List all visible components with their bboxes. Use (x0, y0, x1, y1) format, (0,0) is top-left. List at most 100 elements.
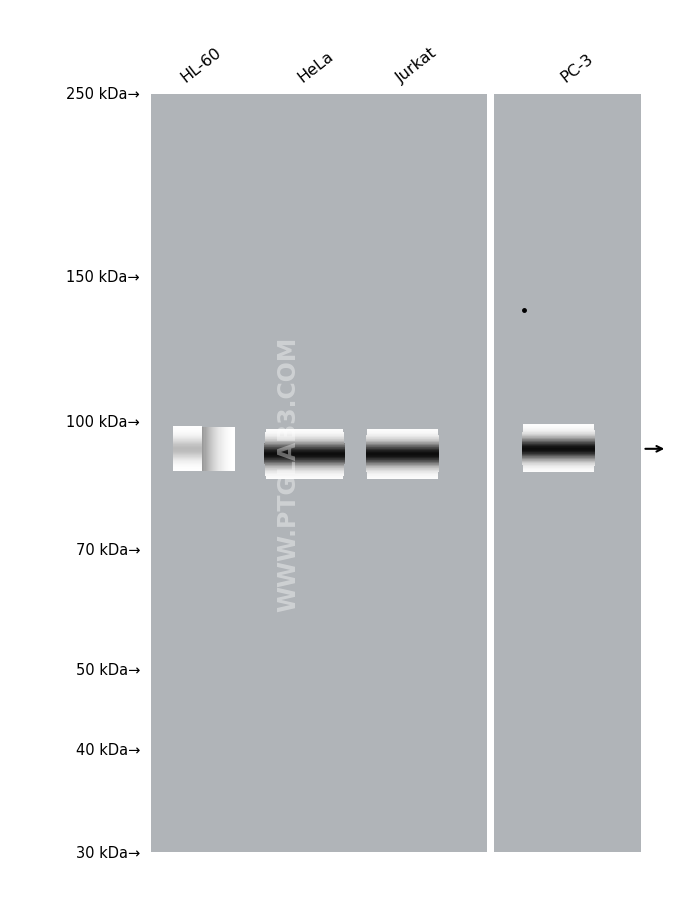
Bar (522, 442, 595, 444)
Bar (366, 451, 439, 453)
Bar (367, 477, 438, 479)
Bar (522, 437, 595, 438)
Bar (226, 428, 228, 471)
Bar (173, 446, 202, 447)
Bar (522, 436, 595, 437)
Bar (522, 463, 595, 464)
Bar (367, 476, 438, 478)
Bar (174, 469, 202, 470)
Text: HeLa: HeLa (295, 49, 337, 86)
Bar (174, 427, 202, 428)
Text: 40 kDa→: 40 kDa→ (76, 742, 140, 757)
Bar (265, 438, 344, 440)
Bar (265, 458, 344, 459)
Bar (523, 467, 594, 469)
Bar (173, 439, 202, 441)
Bar (522, 433, 595, 434)
Bar (522, 445, 595, 446)
Bar (367, 435, 438, 437)
Bar (174, 465, 202, 467)
Bar (150, 95, 486, 852)
Bar (366, 439, 439, 440)
Bar (222, 428, 223, 471)
Bar (367, 430, 438, 432)
Bar (223, 428, 225, 471)
Text: 50 kDa→: 50 kDa→ (76, 662, 140, 677)
Bar (522, 434, 595, 436)
Bar (366, 457, 439, 459)
Bar (265, 463, 344, 464)
Bar (229, 428, 231, 471)
Bar (366, 445, 439, 446)
Bar (174, 429, 202, 430)
Bar (173, 449, 202, 451)
Bar (173, 453, 202, 455)
Bar (366, 437, 439, 439)
Bar (522, 457, 595, 459)
Bar (173, 457, 202, 458)
Bar (522, 461, 595, 463)
Bar (204, 428, 206, 471)
Bar (366, 465, 439, 466)
Bar (366, 460, 439, 462)
Bar (366, 468, 439, 469)
Bar (265, 465, 344, 466)
Bar (173, 439, 202, 440)
Bar (522, 448, 595, 450)
Bar (265, 433, 344, 434)
Bar (173, 438, 202, 440)
Bar (522, 437, 595, 439)
Bar (173, 459, 202, 460)
Bar (523, 468, 594, 469)
Bar (366, 465, 439, 467)
Bar (218, 428, 220, 471)
Bar (265, 448, 344, 450)
Bar (367, 475, 438, 477)
Bar (174, 469, 202, 471)
Bar (233, 428, 235, 471)
Bar (231, 428, 233, 471)
Bar (366, 446, 439, 447)
Bar (524, 472, 594, 473)
Bar (523, 431, 594, 433)
Bar (522, 446, 595, 447)
Bar (265, 457, 344, 459)
Bar (215, 428, 217, 471)
Bar (367, 434, 438, 436)
Bar (366, 441, 439, 443)
Bar (266, 430, 343, 432)
Bar (265, 449, 344, 451)
Bar (522, 439, 595, 441)
Bar (265, 460, 344, 462)
Bar (173, 432, 202, 433)
Bar (522, 432, 595, 434)
Bar (522, 456, 595, 457)
Bar (265, 453, 344, 454)
Bar (366, 455, 439, 456)
Bar (523, 428, 594, 430)
Bar (173, 461, 202, 463)
Bar (522, 453, 595, 455)
Bar (266, 429, 343, 430)
Bar (173, 435, 202, 437)
Bar (174, 470, 202, 471)
Bar (366, 463, 439, 465)
Bar (522, 449, 595, 450)
Bar (367, 432, 438, 434)
Bar (173, 438, 202, 439)
Bar (366, 466, 439, 467)
Bar (265, 449, 344, 450)
Bar (265, 455, 344, 456)
Bar (265, 470, 344, 471)
Text: 70 kDa→: 70 kDa→ (76, 542, 140, 557)
Bar (173, 446, 202, 448)
Bar (366, 449, 439, 450)
Bar (206, 428, 207, 471)
Bar (366, 450, 439, 452)
Bar (265, 439, 344, 440)
Bar (265, 465, 344, 467)
Text: 150 kDa→: 150 kDa→ (66, 270, 140, 285)
Bar (522, 435, 595, 437)
Bar (522, 445, 595, 446)
Bar (173, 447, 202, 449)
